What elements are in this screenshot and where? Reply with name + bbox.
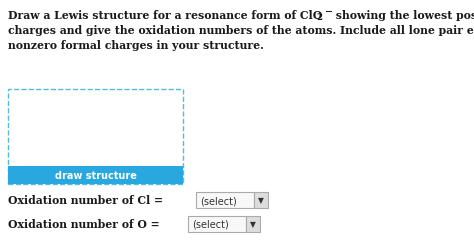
Text: Oxidation number of O =: Oxidation number of O = (8, 219, 164, 230)
Text: Draw a Lewis structure for a resonance form of ClO: Draw a Lewis structure for a resonance f… (8, 10, 322, 21)
Text: 2: 2 (316, 13, 322, 22)
Text: ▼: ▼ (250, 220, 256, 229)
Bar (188, 216, 246, 232)
Bar (196, 192, 254, 208)
Text: charges and give the oxidation numbers of the atoms. Include all lone pair elect: charges and give the oxidation numbers o… (8, 25, 474, 36)
Text: −: − (325, 7, 333, 16)
Text: ▼: ▼ (258, 196, 264, 205)
Text: draw structure: draw structure (55, 170, 137, 180)
Text: Oxidation number of Cl =: Oxidation number of Cl = (8, 195, 167, 206)
Text: (select): (select) (200, 195, 237, 205)
Bar (254, 192, 268, 208)
Text: showing the lowest possible formal: showing the lowest possible formal (332, 10, 474, 21)
Text: (select): (select) (192, 219, 229, 229)
Bar (246, 216, 260, 232)
Bar (8, 166, 183, 184)
Text: nonzero formal charges in your structure.: nonzero formal charges in your structure… (8, 40, 264, 51)
Bar (8, 90, 183, 184)
